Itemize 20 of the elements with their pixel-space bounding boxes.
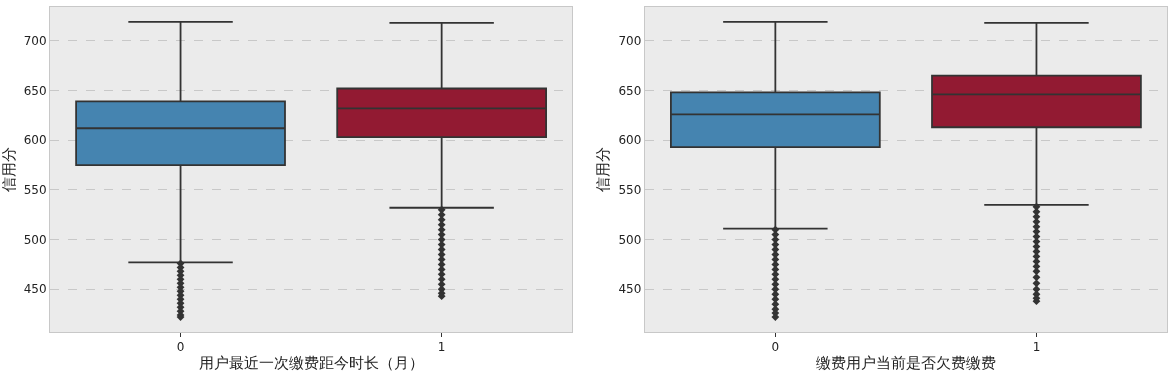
x-axis-title: 缴费用户当前是否欠费缴费 — [815, 354, 996, 373]
y-tick-label: 650 — [618, 83, 642, 98]
y-tick-label: 700 — [23, 33, 47, 48]
y-tick-label: 600 — [618, 133, 642, 148]
x-tick-label: 0 — [176, 340, 185, 355]
y-tick-label: 550 — [23, 183, 47, 198]
y-tick-label: 500 — [23, 232, 47, 247]
y-tick-label: 450 — [618, 282, 642, 297]
y-axis-title: 信用分 — [0, 147, 18, 192]
x-tick-label: 1 — [437, 340, 446, 355]
y-tick-label: 700 — [618, 33, 642, 48]
y-axis-title: 信用分 — [593, 147, 612, 192]
y-tick-label: 600 — [23, 133, 47, 148]
x-axis-title: 用户最近一次缴费距今时长（月） — [198, 354, 424, 373]
x-tick-label: 1 — [1032, 340, 1041, 355]
y-tick-label: 650 — [23, 83, 47, 98]
y-tick-label: 550 — [618, 183, 642, 198]
y-tick-label: 450 — [23, 282, 47, 297]
y-tick-label: 500 — [618, 232, 642, 247]
x-tick-label: 0 — [771, 340, 780, 355]
